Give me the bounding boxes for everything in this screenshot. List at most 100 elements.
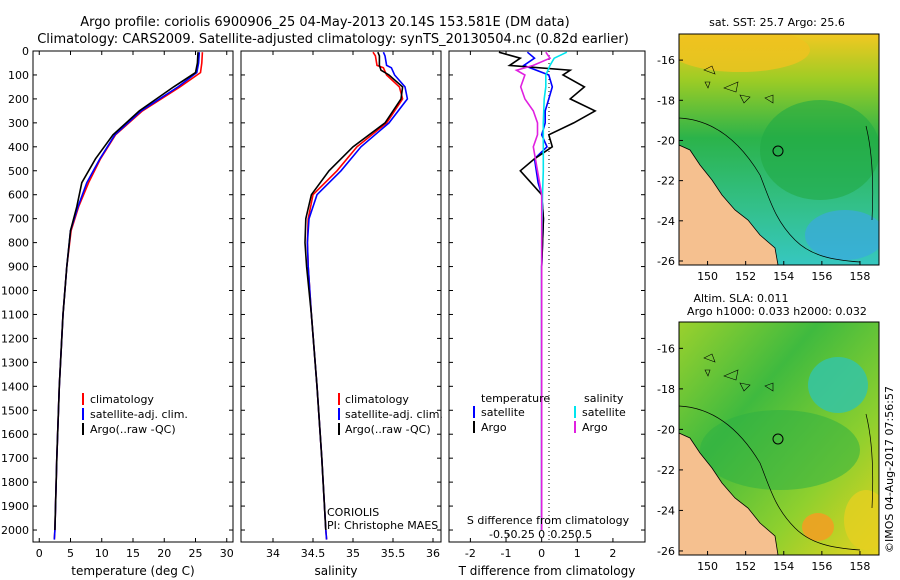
depth-axis: 0 100 200 300 400 500 600 700 800 900 1000 1100 1200… [1,45,233,537]
depth-tick-label: 300 [8,117,29,130]
series-line-argo-raw-qc- [304,51,404,531]
sla-green-band [700,410,860,490]
s-tick-label: -0.25 [506,528,534,541]
x-tick-label: 35 [346,547,360,560]
series-line-temperature-argo [498,51,597,530]
map-x-tick-label: 154 [773,560,794,573]
x-tick-label: 25 [189,547,203,560]
map-y-tick-label: -20 [657,423,675,436]
depth-tick-label: 1100 [1,308,29,321]
sst-cyan-patch [805,210,879,260]
x-tick-label: 0 [36,547,43,560]
x-tick-label: 2 [609,547,616,560]
depth-tick-label: 400 [8,141,29,154]
sst-map-axes: 150 152 154 156 158 -16 -18 -20 -22 -24 -26 [657,54,870,283]
s-difference-label: S difference from climatology [467,514,630,527]
map-y-tick-label: -18 [657,94,675,107]
s-tick-label: -0.5 [489,528,510,541]
depth-tick-label: 1600 [1,428,29,441]
map-x-tick-label: 158 [849,270,870,283]
salinity-axes-frame [240,50,442,543]
map-x-tick-label: 154 [773,270,794,283]
legend-argo-label: Argo(..raw -QC) [345,423,431,436]
s-difference-ticks: -0.5-0.25 0 0.25 0.5 [489,528,592,541]
salinity-panel: 34 34.5 35 35.5 36 salinity climatology sate… [240,50,443,578]
map-x-tick-label: 150 [697,560,718,573]
sst-map-panel: sat. SST: 25.7 Argo: 25.6 150 152 154 156 15… [657,16,880,283]
depth-tick-label: 1700 [1,452,29,465]
t-difference-xlabel: T difference from climatology [458,564,636,578]
legend-satellite-label: satellite-adj. clim. [345,408,443,421]
difference-panel: -2 -1 0 1 2 S difference from climatology -0… [448,50,646,578]
x-tick-label: 30 [220,547,234,560]
salinity-legend: climatology satellite-adj. clim. Argo(..… [338,393,443,436]
sla-contour [679,405,874,551]
map-y-tick-label: -24 [657,215,675,228]
x-tick-label: 0 [538,547,545,560]
t-difference-x-axis: -2 -1 0 1 2 [449,50,645,560]
x-tick-label: 1 [574,547,581,560]
depth-tick-label: 500 [8,165,29,178]
salinity-xlabel: salinity [314,564,357,578]
difference-legend: temperature satellite Argo salinity sate… [473,392,626,434]
map-y-tick-label: -16 [657,54,675,67]
sst-green-patch [760,100,879,200]
sla-reef [703,353,774,392]
sla-argo-marker [772,433,784,445]
temperature-x-axis: 0 5 10 15 20 25 30 [36,51,234,560]
map-y-tick-label: -18 [657,383,675,396]
header-line2: Climatology: CARS2009. Satellite-adjuste… [37,32,629,47]
sst-reef [703,65,774,104]
depth-tick-label: 200 [8,93,29,106]
depth-tick-label: 800 [8,237,29,250]
header-line1: Argo profile: coriolis 6900906_25 04-May… [80,15,569,30]
legend-climatology-label: climatology [345,393,409,406]
sla-coastline [679,432,779,555]
legend-salinity-title: salinity [584,392,624,405]
sla-map-axes: 150 152 154 156 158 -16 -18 -20 -22 -24 -26 [657,342,870,573]
depth-tick-label: 600 [8,189,29,202]
map-x-tick-label: 152 [735,560,756,573]
depth-tick-label: 100 [8,69,29,82]
map-y-tick-label: -22 [657,175,675,188]
sla-map-panel: Altim. SLA: 0.011 Argo h1000: 0.033 h200… [657,292,880,573]
legend-s-satellite-label: satellite [582,406,626,419]
legend-climatology-label: climatology [90,393,154,406]
x-tick-label: 15 [126,547,140,560]
map-x-tick-label: 152 [735,270,756,283]
depth-tick-label: 1900 [1,500,29,513]
depth-tick-label: 0 [22,45,29,58]
sla-orange-patch [802,513,834,541]
map-y-tick-label: -16 [657,342,675,355]
sla-map-title-line1: Altim. SLA: 0.011 [693,292,788,305]
sst-coastline [679,144,779,265]
sla-yellow-patch [844,490,879,550]
sst-map-title: sat. SST: 25.7 Argo: 25.6 [709,16,845,29]
difference-axes-frame [448,50,646,543]
sla-map-title-line2: Argo h1000: 0.033 h2000: 0.032 [687,305,867,318]
depth-tick-label: 900 [8,261,29,274]
map-x-tick-label: 156 [811,270,832,283]
x-tick-label: 10 [95,547,109,560]
sla-land [679,433,778,555]
temperature-panel: 0100200300400500600700800900100011001200… [1,45,234,578]
sst-argo-marker [772,145,784,157]
s-tick-label: 0.5 [575,528,593,541]
pi-label: PI: Christophe MAES [327,519,438,532]
depth-tick-label: 1200 [1,332,29,345]
sst-warm-patch [679,34,810,72]
institution-label: CORIOLIS [327,506,379,519]
x-tick-label: 34.5 [301,547,326,560]
map-y-tick-label: -20 [657,134,675,147]
temperature-axes-frame [32,50,234,543]
depth-tick-label: 1800 [1,476,29,489]
depth-tick-label: 1000 [1,285,29,298]
legend-s-argo-label: Argo [582,421,608,434]
imos-credit: ©IMOS 04-Aug-2017 07:56:57 [883,386,896,553]
x-tick-label: 36 [426,547,440,560]
depth-tick-label: 1400 [1,380,29,393]
map-x-tick-label: 158 [849,560,870,573]
temperature-legend: climatology satellite-adj. clim. Argo(..… [82,393,188,436]
s-tick-label: 0 [538,528,545,541]
